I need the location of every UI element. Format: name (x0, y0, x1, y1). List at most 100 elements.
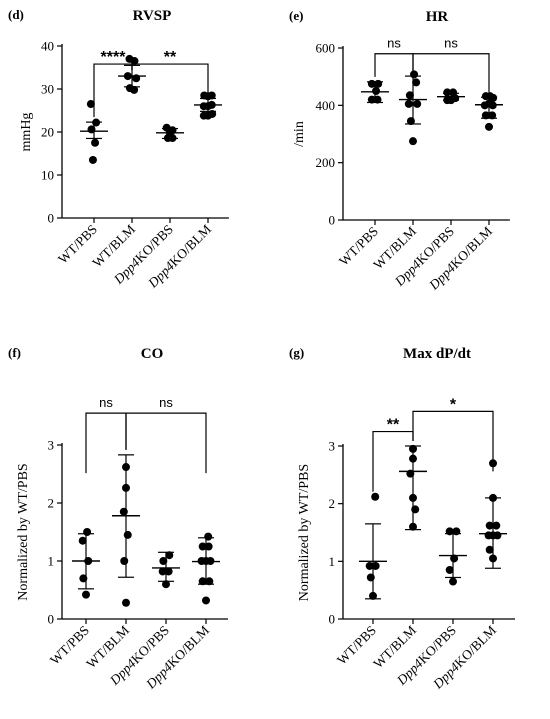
data-point (413, 99, 422, 108)
data-point (488, 111, 497, 120)
data-point (205, 577, 214, 586)
y-tick-label: 0 (48, 612, 55, 627)
significance-label: ns (387, 36, 401, 51)
data-point (198, 577, 207, 586)
data-point (411, 505, 420, 514)
y-tick-label: 0 (329, 213, 336, 228)
significance-bracket (372, 430, 414, 492)
y-tick-label: 40 (41, 39, 54, 54)
data-point (409, 444, 417, 453)
y-tick-label: 2 (48, 496, 55, 511)
data-point (130, 57, 139, 66)
data-point (162, 580, 170, 589)
data-point (409, 522, 417, 531)
y-axis-label: Normalized by WT/PBS (16, 463, 31, 600)
data-point (365, 561, 374, 570)
chart-title: CO (141, 346, 164, 362)
chart-panel-d: (d) RVSP010203040mmHgWT/PBSWT/BLMDpp4KO/P… (8, 7, 229, 291)
data-point (123, 72, 132, 81)
significance-bracket (412, 410, 494, 472)
data-point (367, 79, 376, 88)
data-point (447, 96, 455, 105)
data-point (452, 527, 461, 536)
data-point (489, 554, 497, 563)
data-point (449, 577, 457, 586)
y-tick-label: 600 (316, 41, 336, 56)
data-point (130, 85, 139, 94)
data-point (493, 531, 502, 540)
panel-letter: (f) (8, 345, 21, 360)
significance-label: ** (387, 417, 400, 434)
significance-label: ** (164, 49, 177, 66)
data-point (208, 109, 217, 118)
data-point (92, 118, 101, 127)
y-tick-label: 1 (48, 554, 55, 569)
data-point (373, 95, 382, 104)
panel-letter: (d) (8, 7, 24, 22)
y-tick-label: 1 (329, 554, 336, 569)
data-point (86, 100, 95, 109)
chart-title: Max dP/dt (403, 346, 471, 362)
data-point (409, 137, 417, 146)
data-point (207, 91, 216, 100)
y-axis-label: Normalized by WT/PBS (297, 464, 312, 601)
data-point (119, 507, 128, 516)
data-point (450, 554, 459, 563)
data-point (412, 78, 421, 87)
chart-title: RVSP (133, 8, 172, 24)
significance-bracket (125, 412, 207, 474)
data-point (406, 117, 415, 126)
data-point (91, 138, 100, 147)
data-point (79, 574, 88, 583)
data-point (410, 70, 419, 79)
data-point (204, 532, 213, 541)
y-tick-label: 0 (48, 211, 55, 226)
significance-label: * (450, 396, 457, 413)
data-point (122, 463, 130, 472)
data-point (371, 492, 380, 501)
data-point (405, 91, 414, 100)
data-point (481, 111, 490, 120)
data-point (78, 536, 87, 545)
data-point (82, 590, 90, 599)
significance-label: **** (101, 49, 127, 66)
data-point (132, 74, 141, 83)
data-point (443, 88, 452, 97)
significance-bracket (85, 412, 127, 474)
data-point (404, 99, 413, 108)
data-point (165, 551, 174, 560)
x-tick-label-rest: KO/BLM (166, 222, 214, 270)
y-tick-label: 10 (41, 168, 54, 183)
y-axis-label: mmHg (19, 113, 34, 152)
data-point (492, 521, 501, 530)
y-axis-label: /min (292, 121, 307, 147)
data-point (445, 527, 454, 536)
significance-bracket (374, 53, 414, 77)
panel-letter: (g) (289, 345, 304, 360)
data-point (84, 557, 93, 565)
data-point (406, 469, 415, 478)
data-point (88, 155, 97, 164)
significance-label: ns (99, 395, 113, 410)
data-point (374, 79, 383, 88)
data-point (168, 134, 177, 143)
data-point (485, 521, 494, 530)
data-point (485, 545, 494, 554)
y-tick-label: 3 (48, 438, 55, 453)
data-point (372, 87, 381, 95)
x-tick-label-rest: KO/BLM (447, 224, 495, 272)
y-tick-label: 400 (316, 98, 336, 113)
data-point (485, 122, 493, 131)
data-point (87, 125, 96, 134)
data-point (489, 93, 498, 102)
data-point (198, 542, 207, 551)
significance-bracket (93, 63, 133, 118)
data-point (409, 493, 417, 502)
data-point (159, 557, 168, 565)
y-tick-label: 200 (316, 155, 336, 170)
data-point (206, 557, 215, 565)
data-point (369, 591, 377, 600)
